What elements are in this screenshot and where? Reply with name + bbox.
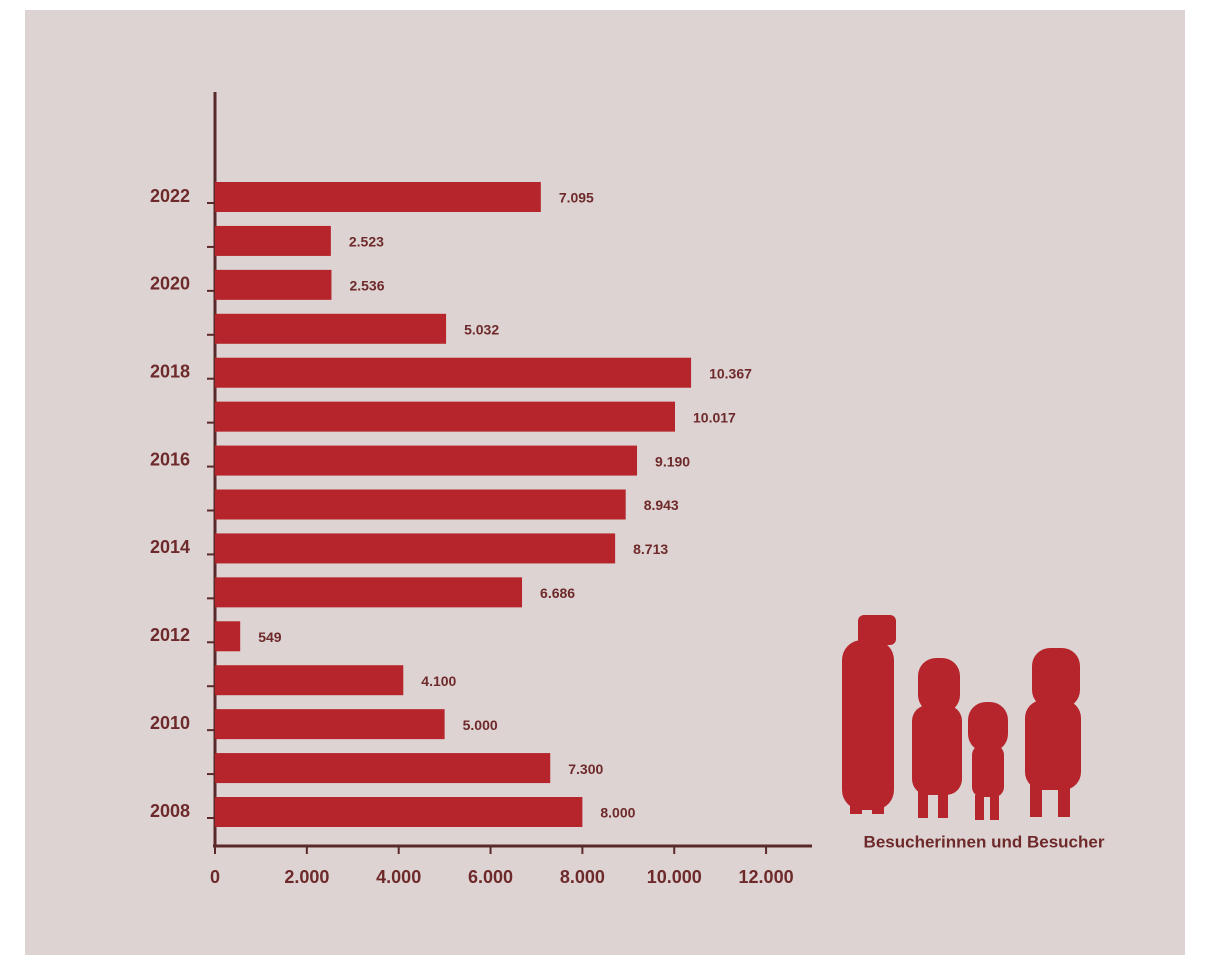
- x-tick-label: 8.000: [560, 867, 605, 887]
- bar: [215, 709, 445, 740]
- y-tick-label: 2022: [150, 186, 190, 206]
- y-tick-label: 2020: [150, 274, 190, 294]
- annotation: Besucherinnen und Besucher: [864, 832, 1105, 851]
- bar: [215, 753, 551, 784]
- y-tick-label: 2012: [150, 625, 190, 645]
- y-tick-label: 2018: [150, 361, 190, 381]
- bar: [215, 225, 331, 256]
- x-tick-label: 0: [210, 867, 220, 887]
- value-label: 9.190: [655, 453, 690, 469]
- y-tick-label: 2010: [150, 713, 190, 733]
- value-label: 2.523: [349, 234, 384, 250]
- x-tick-label: 6.000: [468, 867, 513, 887]
- value-label: 10.017: [693, 409, 736, 425]
- value-label: 8.943: [644, 497, 679, 513]
- value-label: 10.367: [709, 365, 752, 381]
- y-tick-label: 2014: [150, 537, 190, 557]
- bar: [215, 182, 541, 212]
- value-label: 8.000: [600, 805, 635, 821]
- x-tick-label: 4.000: [376, 867, 421, 887]
- x-tick-label: 12.000: [739, 867, 794, 887]
- value-label: 6.686: [540, 585, 575, 601]
- bar: [215, 665, 404, 696]
- bar: [215, 357, 692, 388]
- value-label: 5.000: [463, 717, 498, 733]
- bar: [215, 313, 447, 344]
- y-tick-label: 2016: [150, 449, 190, 469]
- value-label: 5.032: [464, 321, 499, 337]
- bar: [215, 533, 616, 564]
- value-label: 4.100: [421, 673, 456, 689]
- value-label: 7.095: [559, 190, 594, 206]
- bar: [215, 489, 626, 520]
- bar: [215, 445, 638, 476]
- bar: [215, 797, 583, 827]
- bar: [215, 577, 523, 608]
- figures: [842, 615, 1081, 820]
- value-label: 7.300: [568, 761, 603, 777]
- bar: [215, 621, 241, 652]
- value-label: 2.536: [349, 278, 384, 294]
- x-tick-label: 10.000: [647, 867, 702, 887]
- bar: [215, 401, 676, 432]
- value-label: 549: [258, 629, 282, 645]
- bar: [215, 269, 332, 300]
- value-label: 8.713: [633, 541, 668, 557]
- y-tick-label: 2008: [150, 801, 190, 821]
- x-tick-label: 2.000: [284, 867, 329, 887]
